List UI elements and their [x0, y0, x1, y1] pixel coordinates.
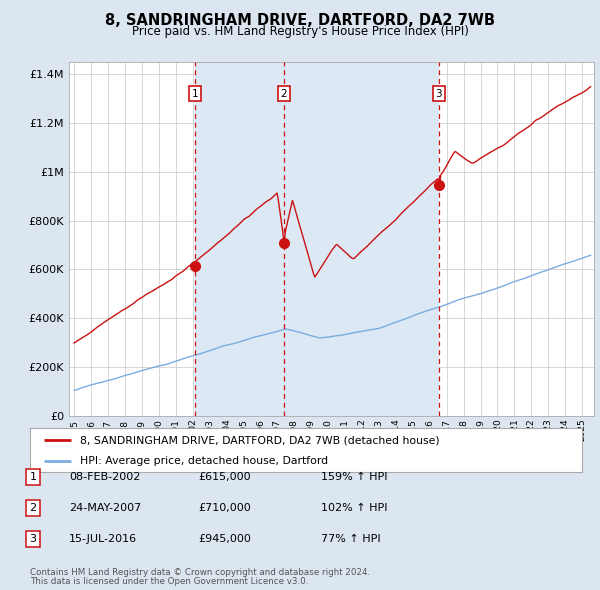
Text: 24-MAY-2007: 24-MAY-2007: [69, 503, 141, 513]
Text: 77% ↑ HPI: 77% ↑ HPI: [321, 535, 380, 544]
Text: £710,000: £710,000: [198, 503, 251, 513]
Text: Contains HM Land Registry data © Crown copyright and database right 2024.: Contains HM Land Registry data © Crown c…: [30, 568, 370, 577]
Text: 3: 3: [29, 535, 37, 544]
Text: 15-JUL-2016: 15-JUL-2016: [69, 535, 137, 544]
Text: 8, SANDRINGHAM DRIVE, DARTFORD, DA2 7WB: 8, SANDRINGHAM DRIVE, DARTFORD, DA2 7WB: [105, 13, 495, 28]
Text: Price paid vs. HM Land Registry's House Price Index (HPI): Price paid vs. HM Land Registry's House …: [131, 25, 469, 38]
Text: This data is licensed under the Open Government Licence v3.0.: This data is licensed under the Open Gov…: [30, 578, 308, 586]
Text: 1: 1: [191, 89, 198, 99]
Text: £945,000: £945,000: [198, 535, 251, 544]
Text: 3: 3: [436, 89, 442, 99]
Text: 2: 2: [280, 89, 287, 99]
Text: 102% ↑ HPI: 102% ↑ HPI: [321, 503, 388, 513]
Bar: [194, 62, 439, 416]
Text: 2: 2: [29, 503, 37, 513]
Text: 08-FEB-2002: 08-FEB-2002: [69, 472, 140, 481]
Text: HPI: Average price, detached house, Dartford: HPI: Average price, detached house, Dart…: [80, 456, 328, 466]
Text: 1: 1: [29, 472, 37, 481]
Text: £615,000: £615,000: [198, 472, 251, 481]
Text: 159% ↑ HPI: 159% ↑ HPI: [321, 472, 388, 481]
Text: 8, SANDRINGHAM DRIVE, DARTFORD, DA2 7WB (detached house): 8, SANDRINGHAM DRIVE, DARTFORD, DA2 7WB …: [80, 435, 439, 445]
